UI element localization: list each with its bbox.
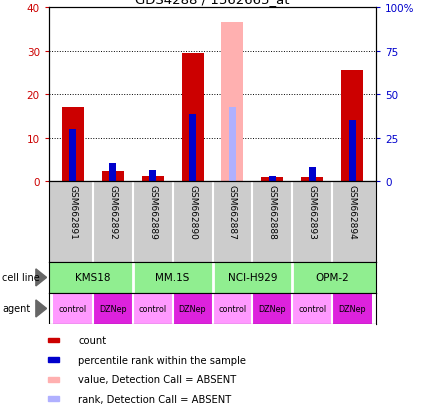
Text: control: control <box>218 304 246 313</box>
Text: GSM662890: GSM662890 <box>188 184 197 239</box>
Bar <box>181 54 204 182</box>
Text: DZNep: DZNep <box>258 304 286 313</box>
Text: GSM662892: GSM662892 <box>108 184 117 239</box>
Title: GDS4288 / 1562665_at: GDS4288 / 1562665_at <box>135 0 290 6</box>
Text: NCI-H929: NCI-H929 <box>228 273 277 283</box>
Bar <box>53 293 93 324</box>
Bar <box>62 108 84 182</box>
Text: DZNep: DZNep <box>99 304 127 313</box>
Text: agent: agent <box>2 304 30 314</box>
Text: GSM662888: GSM662888 <box>268 184 277 239</box>
Bar <box>48 377 60 382</box>
Text: MM.1S: MM.1S <box>156 273 190 283</box>
Text: count: count <box>78 335 106 345</box>
Bar <box>142 177 164 182</box>
Bar <box>69 130 76 182</box>
Bar <box>229 108 236 182</box>
Bar <box>133 293 173 324</box>
Text: KMS18: KMS18 <box>75 273 110 283</box>
Text: GSM662889: GSM662889 <box>148 184 157 239</box>
Bar <box>269 176 276 182</box>
Text: cell line: cell line <box>2 273 40 283</box>
Text: GSM662887: GSM662887 <box>228 184 237 239</box>
Bar <box>93 293 133 324</box>
Bar <box>212 293 252 324</box>
Text: GSM662893: GSM662893 <box>308 184 317 239</box>
Bar <box>348 121 356 182</box>
Polygon shape <box>36 269 47 286</box>
Text: control: control <box>139 304 167 313</box>
Bar <box>221 24 244 182</box>
Bar <box>48 338 60 343</box>
Bar <box>261 177 283 182</box>
Bar <box>189 115 196 182</box>
Bar <box>292 293 332 324</box>
Polygon shape <box>36 300 47 317</box>
Text: value, Detection Call = ABSENT: value, Detection Call = ABSENT <box>78 374 236 384</box>
Text: DZNep: DZNep <box>338 304 366 313</box>
Text: DZNep: DZNep <box>179 304 207 313</box>
Text: GSM662891: GSM662891 <box>68 184 77 239</box>
Bar <box>252 293 292 324</box>
Bar <box>341 71 363 182</box>
Bar <box>173 293 212 324</box>
Text: control: control <box>59 304 87 313</box>
Bar <box>109 164 116 182</box>
Bar <box>149 171 156 182</box>
Bar <box>48 357 60 362</box>
Text: percentile rank within the sample: percentile rank within the sample <box>78 355 246 365</box>
Bar <box>332 293 372 324</box>
Bar <box>301 178 323 182</box>
Bar <box>309 168 316 182</box>
Text: OPM-2: OPM-2 <box>315 273 349 283</box>
Bar <box>48 396 60 401</box>
Text: rank, Detection Call = ABSENT: rank, Detection Call = ABSENT <box>78 394 231 404</box>
Bar <box>102 172 124 182</box>
Text: control: control <box>298 304 326 313</box>
Text: GSM662894: GSM662894 <box>348 184 357 239</box>
